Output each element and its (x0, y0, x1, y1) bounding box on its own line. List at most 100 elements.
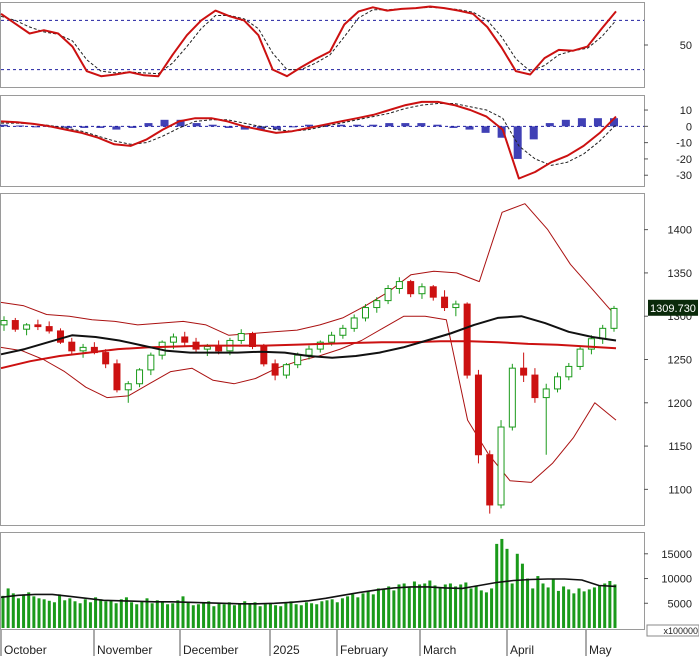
volume-bar (140, 601, 144, 628)
volume-bar (294, 604, 298, 628)
volume-bar (68, 598, 72, 628)
candle-body (474, 374, 482, 456)
volume-bar (474, 585, 478, 628)
volume-bar (73, 601, 77, 628)
volume-bar (551, 578, 555, 628)
volume-bar (320, 601, 324, 628)
candle-body (34, 324, 42, 328)
volume-bar (490, 588, 494, 628)
volume-bar (207, 601, 211, 628)
volume-bar (232, 605, 236, 628)
candle-body (0, 320, 8, 326)
macd-histogram-bar (545, 123, 554, 127)
volume-bar (392, 590, 396, 628)
volume-bar (47, 600, 51, 628)
macd-histogram-bar (144, 123, 153, 127)
candle-body (169, 336, 177, 343)
candle-body (102, 352, 110, 365)
volume-bar (104, 601, 108, 628)
macd-histogram-bar (401, 123, 410, 127)
volume-bar (335, 602, 339, 628)
macd-y-tick-label: -20 (676, 154, 692, 166)
volume-bar (217, 603, 221, 628)
macd-histogram-bar (208, 124, 217, 127)
candle-body (429, 286, 437, 298)
volume-bar (258, 606, 262, 628)
volume-bar (279, 606, 283, 628)
candle-body (610, 307, 618, 329)
last-price-label: 1309.730 (650, 303, 696, 315)
macd-histogram-bar (433, 124, 442, 127)
volume-bar (171, 603, 175, 628)
candle-body (542, 388, 550, 399)
candle-body (599, 327, 607, 340)
volume-bar (150, 603, 154, 628)
volume-bar (562, 586, 566, 628)
x-axis-month-label: March (423, 643, 456, 657)
volume-bar (16, 598, 20, 628)
macd-histogram-bar (288, 126, 297, 128)
volume-bar (510, 583, 514, 628)
macd-histogram-bar (497, 126, 506, 138)
volume-bar (268, 603, 272, 628)
volume-bar (351, 594, 355, 628)
candle-body (215, 346, 223, 352)
macd-histogram-bar (417, 123, 426, 127)
candle-body (520, 367, 528, 376)
volume-bar (253, 602, 257, 628)
candle-body (23, 324, 31, 330)
volume-bar (99, 599, 103, 628)
candle-body (45, 326, 53, 332)
volume-bar (454, 586, 458, 628)
bollinger-upper-band (0, 203, 617, 336)
macd-histogram-bar (465, 126, 474, 130)
volume-bar (88, 602, 92, 628)
candle-body (113, 363, 121, 391)
macd-histogram-bar (529, 126, 538, 140)
volume-bar (515, 553, 519, 628)
volume-bar (166, 604, 170, 628)
x-axis-month-label: October (4, 643, 47, 657)
macd-histogram-bar (112, 126, 121, 130)
volume-bar (330, 599, 334, 628)
candle-body (294, 354, 302, 366)
macd-histogram-bar (16, 125, 25, 127)
volume-unit-box (646, 624, 699, 637)
volume-panel: 15000 10000 5000 x100000 (0, 538, 699, 637)
volume-bar (27, 592, 31, 628)
volume-bar (243, 601, 247, 628)
volume-bar (520, 563, 524, 628)
volume-bar (186, 602, 190, 628)
volume-bar (577, 588, 581, 628)
macd-histogram-bar (577, 118, 586, 127)
volume-bar (145, 598, 149, 628)
volume-bar (407, 586, 411, 628)
candle-body (68, 341, 76, 352)
candle-body (441, 296, 449, 309)
candle-body (282, 364, 290, 376)
macd-histogram-bar (224, 126, 233, 128)
candle-body (587, 338, 595, 350)
price-y-tick-label: 1200 (668, 398, 692, 410)
volume-bar (11, 593, 15, 628)
volume-bar (546, 587, 550, 628)
macd-histogram-bar (305, 124, 313, 127)
volume-bar (222, 604, 226, 628)
volume-bar (423, 583, 427, 628)
candle-body (452, 303, 460, 309)
x-axis-month-label: February (340, 643, 388, 657)
volume-bar (526, 578, 530, 628)
x-axis-month-label: December (183, 643, 238, 657)
macd-line (0, 100, 617, 180)
macd-histogram-bar (593, 118, 602, 127)
volume-bar (160, 602, 164, 628)
volume-bar (459, 584, 463, 628)
volume-bar (83, 599, 87, 628)
macd-panel: 10 0 -10 -20 -30 (0, 100, 692, 182)
volume-bar (598, 585, 602, 628)
candle-body (384, 288, 392, 302)
volume-bar (361, 593, 365, 628)
macd-histogram-bar (96, 126, 105, 128)
macd-histogram-bar (176, 119, 185, 127)
volume-bar (135, 604, 139, 628)
